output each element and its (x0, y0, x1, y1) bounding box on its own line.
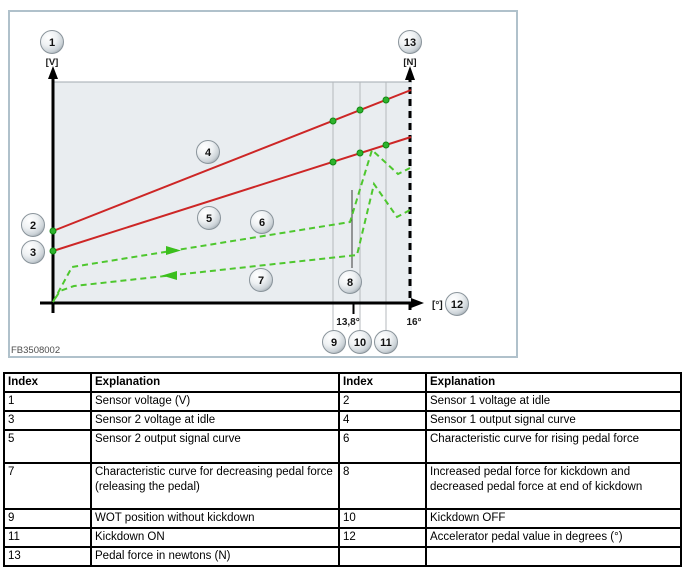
callout-1: 1 (40, 30, 64, 54)
force-unit-label: [N] (403, 57, 416, 68)
explanation-cell: Accelerator pedal value in degrees (°) (425, 526, 682, 548)
figure-code: FB3508002 (11, 345, 60, 356)
svg-text:12: 12 (451, 299, 463, 311)
svg-text:8: 8 (347, 277, 353, 289)
header-index-left: Index (3, 372, 92, 393)
legend-row: 5 Sensor 2 output signal curve 6 Charact… (3, 428, 682, 464)
explanation-cell: Sensor 2 voltage at idle (90, 409, 340, 431)
header-explanation-right: Explanation (425, 372, 682, 393)
index-cell: 1 (3, 390, 92, 412)
explanation-cell: Kickdown ON (90, 526, 340, 548)
voltage-axis-arrowhead (48, 66, 58, 79)
explanation-cell: Characteristic curve for decreasing peda… (90, 461, 340, 510)
explanation-cell: Sensor 2 output signal curve (90, 428, 340, 464)
explanation-cell: Sensor voltage (V) (90, 390, 340, 412)
characteristic-curve-diagram-panel: [V] [N] [°] 13,8° 16° FB3508002 1 2 3 4 … (8, 10, 518, 358)
svg-text:1: 1 (49, 37, 55, 49)
index-cell: 2 (338, 390, 427, 412)
voltage-axis (48, 66, 58, 313)
legend-row: 7 Characteristic curve for decreasing pe… (3, 461, 682, 510)
pedal-value-axis-arrowhead (411, 298, 424, 308)
legend-row: 13 Pedal force in newtons (N) (3, 545, 682, 567)
pedal-unit-label: [°] (432, 300, 443, 311)
legend-row: 11 Kickdown ON 12 Accelerator pedal valu… (3, 526, 682, 548)
explanation-cell: Sensor 1 output signal curve (425, 409, 682, 431)
index-cell: 3 (3, 409, 92, 431)
index-cell: 6 (338, 428, 427, 464)
explanation-cell: Increased pedal force for kickdown and d… (425, 461, 682, 510)
callout-9: 9 (322, 330, 346, 354)
svg-text:2: 2 (30, 220, 36, 232)
svg-text:7: 7 (258, 275, 264, 287)
rising-curve-direction-arrow-icon (166, 246, 181, 255)
pedal-characteristic-diagram: [V] [N] [°] 13,8° 16° FB3508002 1 2 3 4 … (11, 30, 469, 356)
callout-11: 11 (374, 330, 398, 354)
signal-measure-points (49, 96, 390, 255)
legend-header-row: Index Explanation Index Explanation (3, 372, 682, 393)
explanation-cell: Kickdown OFF (425, 507, 682, 529)
max-angle-tick-label: 16° (406, 317, 421, 328)
index-cell: 5 (3, 428, 92, 464)
index-cell: 12 (338, 526, 427, 548)
callout-6: 6 (250, 210, 274, 234)
index-cell (338, 545, 427, 567)
callout-4: 4 (196, 140, 220, 164)
legend-table: Index Explanation Index Explanation 1 Se… (3, 372, 682, 567)
svg-text:3: 3 (30, 247, 36, 259)
index-cell: 9 (3, 507, 92, 529)
svg-text:6: 6 (259, 217, 265, 229)
svg-text:9: 9 (331, 337, 337, 349)
svg-text:5: 5 (206, 213, 212, 225)
index-cell: 4 (338, 409, 427, 431)
legend-row: 9 WOT position without kickdown 10 Kickd… (3, 507, 682, 529)
callout-13: 13 (398, 30, 422, 54)
explanation-cell (425, 545, 682, 567)
index-cell: 7 (3, 461, 92, 510)
legend-row: 3 Sensor 2 voltage at idle 4 Sensor 1 ou… (3, 409, 682, 431)
index-cell: 13 (3, 545, 92, 567)
callout-2: 2 (21, 213, 45, 237)
explanation-cell: Pedal force in newtons (N) (90, 545, 340, 567)
explanation-cell: WOT position without kickdown (90, 507, 340, 529)
sensor1-output-signal-curve (52, 89, 412, 232)
pedal-force-axis-arrowhead (405, 66, 415, 80)
header-explanation-left: Explanation (90, 372, 340, 393)
callout-3: 3 (21, 240, 45, 264)
explanation-cell: Sensor 1 voltage at idle (425, 390, 682, 412)
falling-pedal-force-curve (52, 181, 411, 303)
header-index-right: Index (338, 372, 427, 393)
falling-curve-direction-arrow-icon (162, 271, 177, 280)
index-cell: 8 (338, 461, 427, 510)
pedal-force-axis (405, 66, 415, 310)
legend-row: 1 Sensor voltage (V) 2 Sensor 1 voltage … (3, 390, 682, 412)
sensor2-output-signal-curve (52, 136, 412, 252)
callout-5: 5 (197, 206, 221, 230)
rising-pedal-force-curve (52, 148, 411, 303)
callout-8: 8 (338, 270, 362, 294)
index-cell: 10 (338, 507, 427, 529)
callout-10: 10 (348, 330, 372, 354)
callout-7: 7 (249, 268, 273, 292)
svg-text:11: 11 (380, 337, 392, 349)
callout-12: 12 (445, 292, 469, 316)
svg-text:10: 10 (354, 337, 366, 349)
explanation-cell: Characteristic curve for rising pedal fo… (425, 428, 682, 464)
svg-text:13: 13 (404, 37, 416, 49)
svg-text:4: 4 (205, 147, 212, 159)
kickdown-angle-tick-label: 13,8° (336, 317, 359, 328)
voltage-unit-label: [V] (46, 57, 59, 68)
index-cell: 11 (3, 526, 92, 548)
